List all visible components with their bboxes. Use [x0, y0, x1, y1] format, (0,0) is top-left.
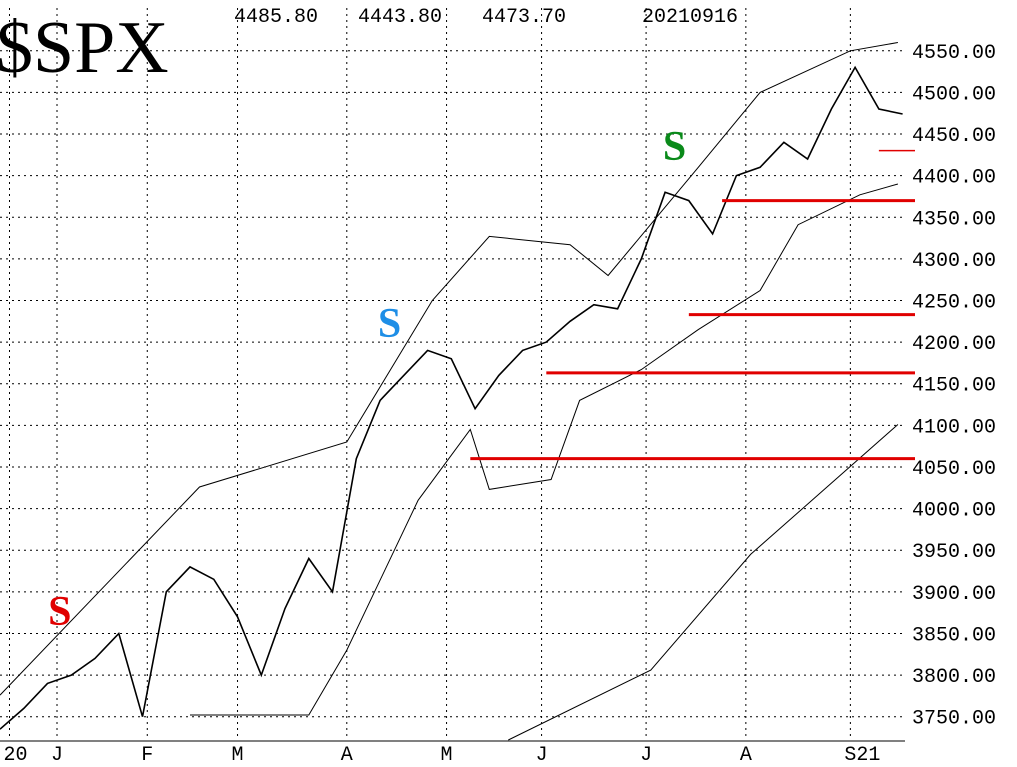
series-line: [190, 183, 899, 716]
x-tick-label: M: [232, 744, 244, 767]
y-tick-label: 4150.00: [912, 375, 996, 398]
y-tick-label: 3950.00: [912, 541, 996, 564]
y-tick-label: 4050.00: [912, 458, 996, 481]
series-line: [508, 424, 899, 741]
y-tick-label: 3800.00: [912, 666, 996, 689]
y-tick-label: 4550.00: [912, 42, 996, 65]
x-tick-label: M: [441, 744, 453, 767]
x-tick-label: 20: [4, 744, 28, 767]
y-tick-label: 4350.00: [912, 208, 996, 231]
y-tick-label: 4200.00: [912, 333, 996, 356]
x-tick-label: J: [640, 744, 652, 767]
x-tick-label: A: [740, 744, 752, 767]
y-tick-label: 4450.00: [912, 125, 996, 148]
y-tick-label: 4500.00: [912, 83, 996, 106]
series-line: [0, 42, 898, 696]
y-tick-label: 3750.00: [912, 708, 996, 731]
x-tick-label: J: [536, 744, 548, 767]
x-tick-label: J: [51, 744, 63, 767]
header-value: 4473.70: [482, 6, 566, 29]
y-tick-label: 4100.00: [912, 416, 996, 439]
x-tick-label: F: [141, 744, 153, 767]
y-tick-label: 4300.00: [912, 250, 996, 273]
chart-title: $SPX: [0, 7, 169, 89]
header-value: 4485.80: [234, 6, 318, 29]
x-tick-label: S21: [844, 744, 880, 767]
y-tick-label: 4400.00: [912, 167, 996, 190]
signal-annotation: S: [663, 124, 686, 170]
signal-annotation: S: [48, 589, 71, 635]
y-tick-label: 4250.00: [912, 291, 996, 314]
signal-annotation: S: [378, 301, 401, 347]
x-tick-label: A: [341, 744, 353, 767]
y-tick-label: 4000.00: [912, 500, 996, 523]
header-date: 20210916: [642, 6, 738, 29]
series-line: [0, 65, 903, 730]
y-tick-label: 3850.00: [912, 624, 996, 647]
header-value: 4443.80: [358, 6, 442, 29]
y-tick-label: 3900.00: [912, 583, 996, 606]
